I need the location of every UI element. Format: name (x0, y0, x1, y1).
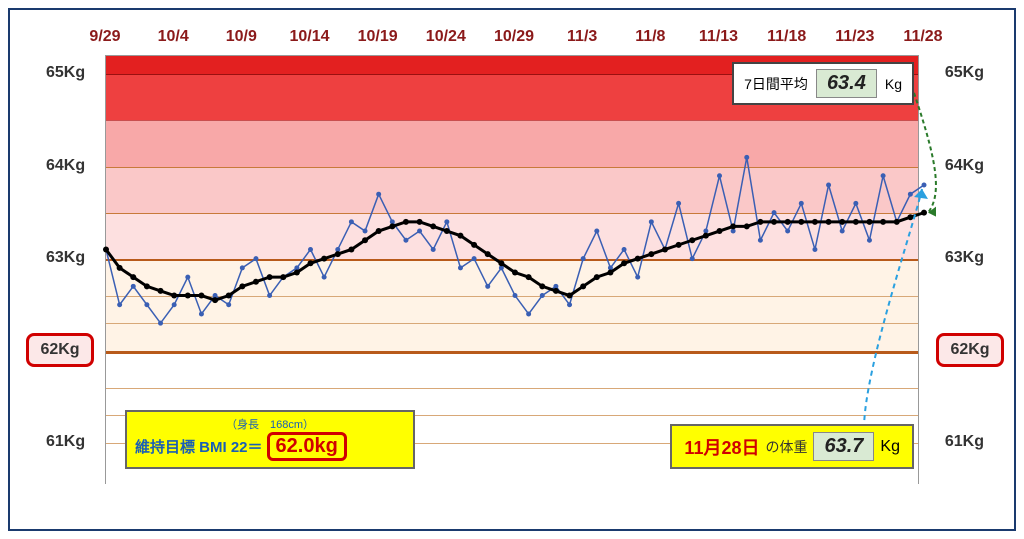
x-axis-label: 10/29 (494, 28, 534, 46)
y-axis-label-right: 63Kg (945, 249, 984, 267)
avg-label: 7日間平均 (744, 74, 808, 94)
x-axis-label: 10/14 (289, 28, 329, 46)
y-axis-label-left: 61Kg (46, 433, 85, 451)
x-axis-label: 11/28 (903, 28, 942, 46)
current-date: 11月28日 (684, 434, 759, 460)
y-axis-label-left: 63Kg (46, 249, 85, 267)
y-axis-label-right: 61Kg (945, 433, 984, 451)
x-axis-label: 11/18 (767, 28, 806, 46)
x-axis-label: 9/29 (89, 28, 120, 46)
current-unit: Kg (880, 438, 900, 456)
target-value: 62.0kg (267, 432, 347, 461)
target-label: 維持目標 BMI 22＝ (135, 436, 263, 457)
avg-value: 63.4 (816, 69, 877, 98)
y-axis-highlight-right: 62Kg (936, 333, 1004, 367)
avg-unit: Kg (885, 76, 902, 92)
y-axis-label-left: 65Kg (46, 64, 85, 82)
x-axis-label: 10/9 (226, 28, 257, 46)
height-note: （身長 168cm） (135, 416, 405, 432)
x-axis-label: 11/13 (699, 28, 738, 46)
current-weight-box: 11月28日 の体重 63.7 Kg (670, 424, 914, 469)
y-axis-label-right: 64Kg (945, 157, 984, 175)
y-axis-label-left: 64Kg (46, 157, 85, 175)
x-axis-label: 10/19 (358, 28, 398, 46)
x-axis-label: 11/23 (835, 28, 874, 46)
target-bmi-box: （身長 168cm） 維持目標 BMI 22＝ 62.0kg (125, 410, 415, 469)
y-axis-label-right: 65Kg (945, 64, 984, 82)
weight-chart-frame: 7日間平均 63.4 Kg （身長 168cm） 維持目標 BMI 22＝ 62… (8, 8, 1016, 531)
x-axis-label: 10/4 (158, 28, 189, 46)
x-axis-label: 11/8 (635, 28, 665, 46)
seven-day-average-box: 7日間平均 63.4 Kg (732, 62, 914, 105)
current-value: 63.7 (813, 432, 874, 461)
x-axis-label: 10/24 (426, 28, 466, 46)
x-axis-label: 11/3 (567, 28, 597, 46)
y-axis-highlight-left: 62Kg (26, 333, 94, 367)
current-label: の体重 (765, 437, 807, 457)
